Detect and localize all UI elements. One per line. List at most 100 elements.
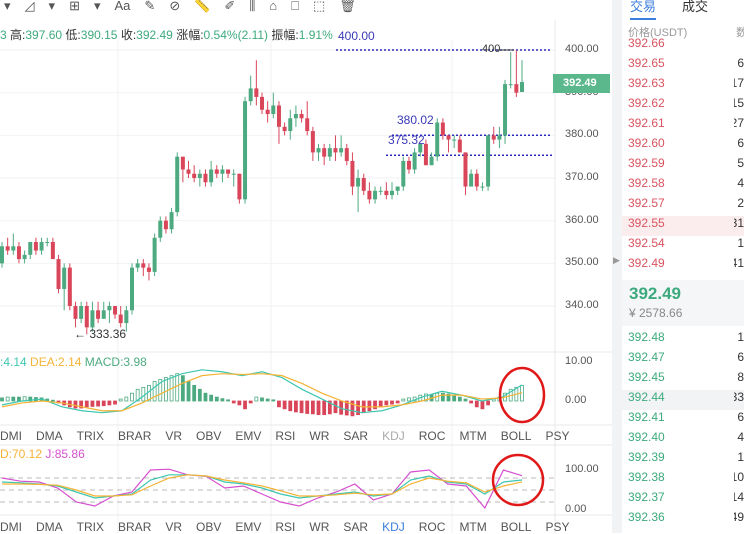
tab-deals[interactable]: 成交: [682, 0, 709, 14]
indicator-tab-roc[interactable]: ROC: [418, 520, 446, 534]
toolbar-tool-icon[interactable]: ⎕: [291, 0, 299, 13]
toolbar-tool-icon[interactable]: 🗑: [339, 0, 356, 13]
indicator-tab-rsi[interactable]: RSI: [275, 520, 296, 534]
candle-body: [503, 84, 508, 136]
bid-price: 392.38: [628, 470, 665, 484]
indicator-tab-sar[interactable]: SAR: [343, 429, 369, 443]
macd-histogram-bar: [141, 386, 146, 402]
indicator-tab-sar[interactable]: SAR: [343, 520, 369, 534]
macd-histogram-bar: [130, 392, 134, 402]
panel-collapse-strip[interactable]: ▶: [612, 0, 622, 533]
indicator-tab-kdj[interactable]: KDJ: [382, 429, 405, 443]
toolbar-tool-icon[interactable]: ⊞: [69, 0, 80, 13]
indicator-tab-obv[interactable]: OBV: [196, 429, 222, 443]
bid-row[interactable]: 392.36 49: [622, 510, 744, 530]
macd-histogram-bar: [243, 400, 247, 410]
ask-row[interactable]: 392.65 6: [622, 56, 744, 76]
bid-row[interactable]: 392.37 14: [622, 490, 744, 510]
bid-qty: 6: [737, 350, 744, 364]
bid-row[interactable]: 392.47 6: [622, 350, 744, 370]
macd-histogram-bar: [367, 400, 372, 412]
macd-histogram-bar: [457, 396, 462, 402]
orderbook-panel: [612, 0, 744, 533]
toolbar-tool-icon[interactable]: ✐: [224, 0, 236, 13]
toolbar-tool-icon[interactable]: 📏: [194, 0, 211, 13]
toolbar-tool-icon[interactable]: ▾: [93, 0, 101, 13]
indicator-tab-dma[interactable]: DMA: [36, 520, 63, 534]
toolbar-tool-icon[interactable]: ⫼: [249, 0, 256, 13]
amplitude-label: 振幅:: [271, 28, 299, 42]
toolbar-tool-icon[interactable]: ▾: [48, 0, 56, 13]
toolbar-tool-icon[interactable]: ▾: [4, 0, 11, 13]
highlight-circle-macd: [498, 366, 546, 424]
indicator-tab-vr[interactable]: VR: [165, 520, 183, 534]
indicator-tab-brar[interactable]: BRAR: [118, 520, 152, 534]
indicator-tab-trix[interactable]: TRIX: [76, 520, 105, 534]
toolbar-tool-icon[interactable]: ⌂: [269, 0, 278, 13]
bid-row[interactable]: 392.44 33: [622, 390, 744, 410]
bid-row[interactable]: 392.40 4: [622, 430, 744, 450]
macd-histogram-bar: [407, 397, 411, 402]
ask-row[interactable]: 392.58 4: [622, 176, 744, 196]
indicator-tab-psy[interactable]: PSY: [545, 429, 570, 443]
candle-body: [310, 131, 315, 153]
indicator-tab-wr[interactable]: WR: [309, 429, 330, 443]
indicator-tab-rsi[interactable]: RSI: [275, 429, 296, 443]
toolbar-tool-icon[interactable]: ◿: [24, 0, 35, 13]
indicator-tab-emv[interactable]: EMV: [235, 429, 262, 443]
ask-row[interactable]: 392.57 2: [622, 196, 744, 216]
indicator-tab-vr[interactable]: VR: [165, 429, 183, 443]
macd-histogram-bar: [11, 396, 16, 402]
indicator-tab-brar[interactable]: BRAR: [118, 429, 152, 443]
indicator-tab-emv[interactable]: EMV: [235, 520, 262, 534]
candle-body: [214, 169, 219, 174]
indicator-tab-wr[interactable]: WR: [309, 520, 330, 534]
tab-trade[interactable]: 交易: [630, 0, 657, 20]
indicator-tab-trix[interactable]: TRIX: [76, 429, 105, 443]
candle-body: [231, 173, 236, 175]
collapse-arrow-icon[interactable]: ▶: [613, 255, 620, 265]
indicator-tab-boll[interactable]: BOLL: [500, 520, 532, 534]
indicator-tab-mtm[interactable]: MTM: [459, 520, 487, 534]
bid-row[interactable]: 392.45 8: [622, 370, 744, 390]
kdj-axis-label: 0.00: [565, 503, 587, 515]
bid-row[interactable]: 392.38 10: [622, 470, 744, 490]
hline-375-label: 375.32: [388, 133, 425, 147]
toolbar-tool-icon[interactable]: ✎: [144, 0, 156, 13]
ask-row[interactable]: 392.62 15: [622, 96, 744, 116]
candle-body: [11, 246, 16, 251]
ask-row[interactable]: 392.59 5: [622, 156, 744, 176]
ask-row[interactable]: 392.55 131: [622, 216, 744, 236]
bid-row[interactable]: 392.41 6: [622, 410, 744, 430]
ask-row[interactable]: 392.63 17: [622, 76, 744, 96]
ask-row[interactable]: 392.54 1: [622, 236, 744, 256]
indicator-tab-mtm[interactable]: MTM: [459, 429, 487, 443]
indicator-tab-kdj[interactable]: KDJ: [382, 520, 405, 534]
bid-row[interactable]: 392.48 1: [622, 330, 744, 350]
last-price: 392.49: [629, 284, 681, 303]
candle-body: [497, 135, 502, 140]
ask-price: 392.61: [628, 116, 665, 130]
indicator-tab-dma[interactable]: DMA: [36, 429, 63, 443]
bid-qty: 1: [737, 330, 744, 344]
toolbar-tool-icon[interactable]: Aa: [114, 0, 131, 13]
indicator-tab-boll[interactable]: BOLL: [500, 429, 532, 443]
ask-row[interactable]: 392.61 27: [622, 116, 744, 136]
bid-row[interactable]: 392.39 1: [622, 450, 744, 470]
indicator-tab-dmi[interactable]: DMI: [0, 520, 22, 534]
indicator-tab-roc[interactable]: ROC: [418, 429, 446, 443]
indicator-tab-obv[interactable]: OBV: [196, 520, 222, 534]
ask-qty: 6: [737, 136, 744, 150]
toolbar-tool-icon[interactable]: ⬚: [312, 0, 326, 13]
ask-row[interactable]: 392.49 41: [622, 256, 744, 276]
toolbar-tool-icon[interactable]: ⊘: [169, 0, 181, 13]
ask-row[interactable]: 392.66: [622, 36, 744, 56]
indicator-tab-psy[interactable]: PSY: [545, 520, 570, 534]
bid-qty: 49: [734, 510, 744, 524]
price-chart[interactable]: [0, 0, 612, 533]
ask-row[interactable]: 392.60 6: [622, 136, 744, 156]
candle-body: [226, 169, 231, 174]
candle-body: [378, 190, 383, 192]
indicator-tab-dmi[interactable]: DMI: [0, 429, 22, 443]
macd-histogram-bar: [395, 400, 400, 404]
